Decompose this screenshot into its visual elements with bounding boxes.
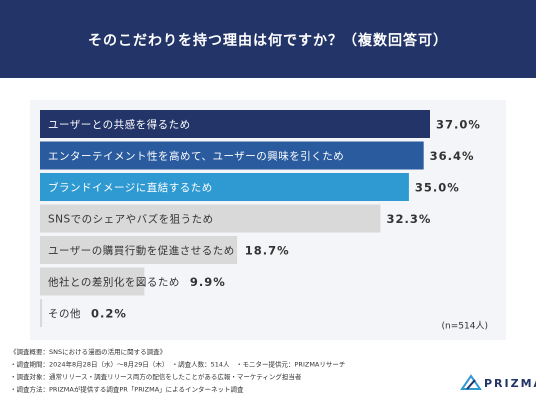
value-label: 37.0% (436, 118, 481, 132)
category-label: ブランドイメージに直結するため (48, 181, 213, 194)
value-label: 36.4% (430, 149, 475, 163)
value-label: 9.9% (190, 275, 226, 289)
brand-name: PRIZMA (484, 377, 536, 390)
category-label: エンターテイメント性を高めて、ユーザーの興味を引くため (48, 150, 344, 163)
value-label: 35.0% (415, 181, 460, 195)
footnote: ・調査期間：2024年8月28日（水）〜8月29日（木） ・調査人数：514人 … (10, 360, 345, 369)
category-label: ユーザーの購買行動を促進させるため (48, 244, 235, 257)
brand-logo: PRIZMA (460, 374, 536, 390)
category-label: SNSでのシェアやバズを狙うため (48, 213, 214, 226)
bar (40, 236, 238, 264)
value-label: 32.3% (386, 212, 431, 226)
value-label: 18.7% (245, 244, 290, 258)
category-label: その他 (48, 307, 81, 320)
footnote: 《調査概要：SNSにおける漫画の活用に関する調査》 (10, 347, 166, 356)
footnote: ・調査方法：PRIZMAが提供する調査PR「PRIZMA」によるインターネット調… (10, 385, 244, 394)
value-label: 0.2% (91, 307, 127, 321)
bar (40, 173, 409, 201)
bar (40, 204, 381, 233)
bar (40, 110, 430, 138)
category-label: ユーザーとの共感を得るため (48, 118, 191, 131)
bar (40, 267, 145, 296)
footnote: ・調査対象：通常リリース・調査リリース両方の配信をしたことがある広報・マーケティ… (10, 372, 302, 381)
sample-note: (n=514人) (442, 321, 488, 332)
chart-title: そのこだわりを持つ理由は何ですか？（複数回答可） (88, 32, 448, 49)
bar (40, 299, 43, 327)
bar (40, 141, 424, 170)
category-label: 他社との差別化を図るため (48, 276, 180, 289)
header-band (0, 0, 536, 78)
